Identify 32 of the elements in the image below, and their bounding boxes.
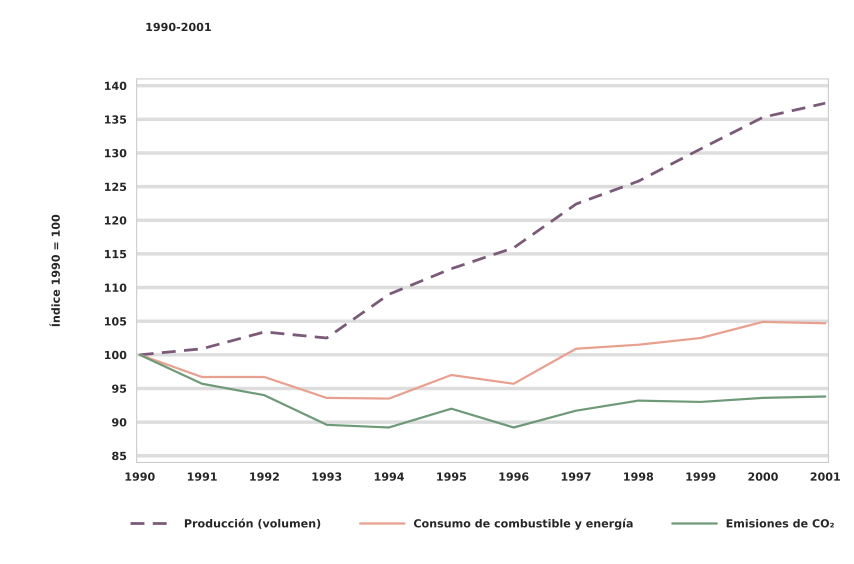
x-tick-label: 1995	[437, 472, 466, 481]
y-tick-label: 90	[112, 418, 126, 426]
y-tick-label: 140	[104, 82, 126, 90]
x-tick-label: 1990	[126, 472, 155, 481]
legend-label: Producción (volumen)	[184, 518, 320, 529]
y-tick-label: 105	[104, 317, 126, 326]
y-tick-label: 130	[104, 148, 126, 158]
x-tick-label: 1994	[374, 472, 404, 481]
x-tick-label: 1991	[188, 472, 217, 481]
y-tick-label: 115	[104, 250, 126, 258]
y-tick-label: 110	[104, 284, 126, 292]
x-tick-label: 1996	[499, 472, 529, 481]
y-tick-label: 85	[112, 452, 126, 460]
legend-label: Emisiones de CO₂	[726, 518, 834, 528]
y-tick-label: 120	[104, 216, 126, 225]
y-tick-label: 95	[112, 384, 126, 393]
line-series	[138, 354, 826, 429]
line-series	[138, 320, 826, 400]
y-tick-label: 100	[104, 350, 126, 360]
legend-label: Consumo de combustible y energía	[414, 518, 633, 530]
x-tick-label: 1999	[686, 472, 716, 481]
x-tick-label: 2001	[810, 472, 840, 481]
x-tick-label: 2000	[748, 472, 778, 481]
y-tick-label: 135	[104, 115, 126, 124]
x-tick-label: 1997	[562, 472, 591, 481]
x-tick-label: 1992	[250, 472, 279, 481]
x-tick-label: 1998	[624, 472, 654, 481]
line-series	[138, 102, 827, 356]
chart-title: 1990-2001	[146, 22, 211, 32]
y-tick-label: 125	[104, 182, 126, 191]
x-tick-label: 1993	[312, 472, 342, 481]
y-axis-title: Índice 1990 = 100	[49, 214, 60, 326]
